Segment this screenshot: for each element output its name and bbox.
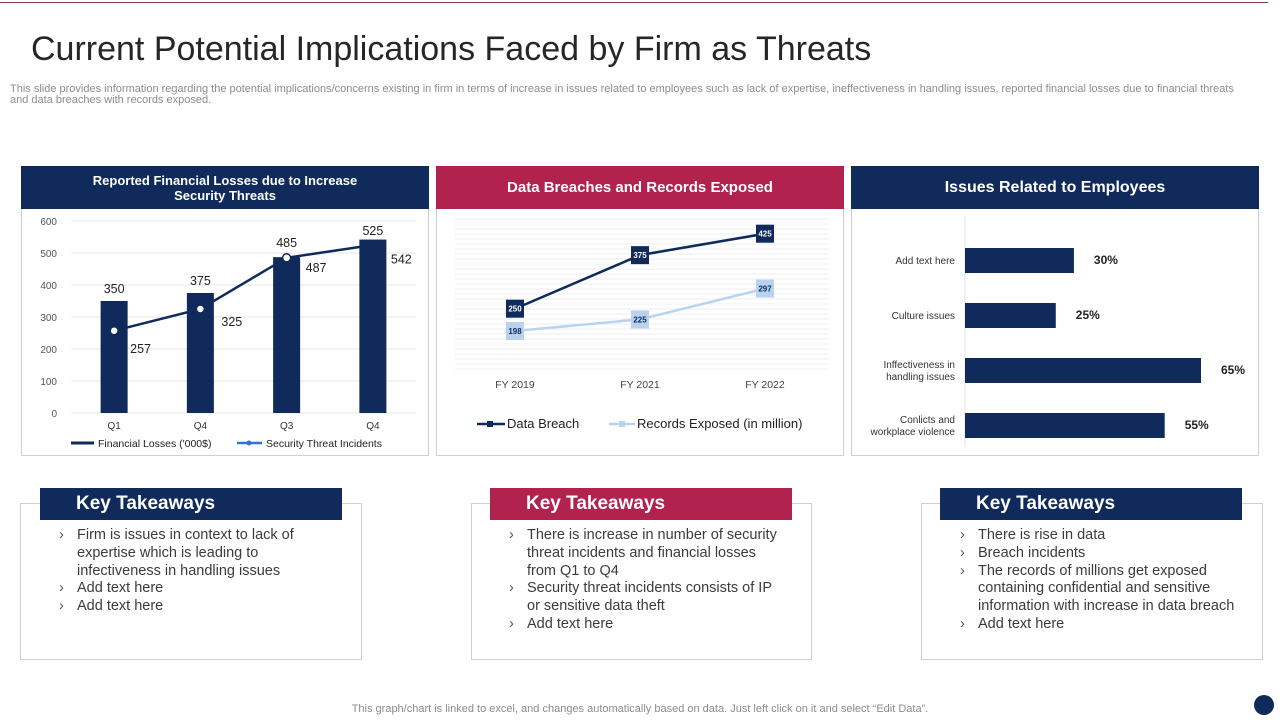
takeaway-heading-2: Key Takeaways [490, 488, 792, 520]
data-label: 425 [758, 230, 772, 239]
line-data-label: 325 [221, 315, 242, 329]
legend-label: Data Breach [507, 416, 579, 431]
category-label: Culture issues [892, 311, 955, 322]
x-tick-label: Q1 [107, 421, 121, 432]
list-item: Firm is issues in context to lack of exp… [59, 527, 319, 580]
list-item: There is increase in number of security … [509, 527, 784, 580]
line-data-label: 485 [276, 236, 297, 250]
page-subtitle: This slide provides information regardin… [10, 83, 1234, 106]
y-tick-label: 0 [51, 409, 57, 420]
data-label: 297 [758, 285, 772, 294]
data-marker [631, 310, 649, 329]
list-item: Add text here [59, 580, 319, 598]
legend-marker [619, 421, 625, 427]
financial-losses-header: Reported Financial Losses due to Increas… [21, 166, 429, 209]
bar [965, 413, 1165, 438]
bar-data-label: 487 [306, 261, 327, 275]
data-label: 375 [633, 251, 647, 260]
list-item: Add text here [509, 616, 784, 634]
data-breaches-title: Data Breaches and Records Exposed [507, 179, 773, 196]
category-label: workplace violence [870, 427, 956, 438]
takeaway-heading-3: Key Takeaways [940, 488, 1242, 520]
corner-dot [1254, 695, 1274, 715]
bar-data-label: 542 [391, 253, 412, 267]
data-breaches-panel: Data Breaches and Records Exposed 250 375… [436, 166, 844, 456]
takeaway-list-2: There is increase in number of security … [509, 527, 784, 634]
line-data-label: 257 [130, 342, 151, 356]
data-label: 198 [508, 327, 522, 336]
legend-marker [487, 421, 493, 427]
y-tick-label: 100 [40, 377, 57, 388]
category-label: Conlicts and [900, 415, 955, 426]
list-item: Security threat incidents consists of IP… [509, 580, 784, 616]
takeaway-list-3: There is rise in data Breach incidents T… [960, 527, 1250, 634]
bar [100, 301, 128, 413]
category-label: Add text here [896, 256, 956, 267]
legend-label: Records Exposed (in million) [637, 416, 802, 431]
list-item: The records of millions get exposed cont… [960, 563, 1250, 616]
line-point [195, 304, 206, 314]
data-marker [506, 299, 524, 318]
legend-label: Financial Losses ('000$) [98, 438, 211, 450]
bar-data-label: 375 [190, 274, 211, 288]
footer-note: This graph/chart is linked to excel, and… [351, 703, 929, 715]
line-point [109, 326, 119, 336]
bar [965, 303, 1056, 328]
line-data-label: 525 [362, 224, 383, 238]
takeaway-list-1: Firm is issues in context to lack of exp… [59, 527, 319, 616]
financial-losses-chart[interactable]: 0 100 200 300 400 500 600 Q1 Q4 Q3 Q4 350 375 487 542 2… [22, 167, 430, 457]
bar [273, 257, 301, 413]
data-marker [756, 224, 774, 243]
x-tick-label: FY 2019 [495, 379, 535, 391]
y-tick-label: 600 [40, 217, 57, 228]
bar [965, 358, 1201, 383]
list-item: Breach incidents [960, 545, 1250, 563]
employee-issues-chart[interactable]: 30% Add text here 25% Culture issues 65% Inff… [852, 167, 1260, 457]
data-marker [506, 322, 524, 340]
page-title: Current Potential Implications Faced by … [31, 30, 872, 68]
data-breaches-chart[interactable]: 250 375 425 198 225 297 FY 2019 FY 2021 FY 2022 D… [437, 167, 845, 457]
legend-marker [246, 440, 252, 446]
list-item: Add text here [59, 598, 319, 616]
financial-losses-panel: Reported Financial Losses due to Increas… [21, 166, 429, 456]
financial-losses-title-line1: Reported Financial Losses due to Increas… [92, 172, 358, 188]
x-tick-label: FY 2021 [620, 379, 660, 391]
y-tick-label: 200 [40, 345, 57, 356]
employee-issues-panel: Issues Related to Employees 30% Add text … [851, 166, 1259, 456]
y-tick-label: 500 [40, 249, 57, 260]
list-item: There is rise in data [960, 527, 1250, 545]
data-label: 225 [633, 315, 647, 324]
category-label: handling issues [886, 372, 955, 383]
series-line [113, 243, 374, 332]
y-tick-label: 300 [40, 313, 57, 324]
data-breaches-header: Data Breaches and Records Exposed [436, 166, 844, 209]
employee-issues-header: Issues Related to Employees [851, 166, 1259, 209]
bar [359, 239, 387, 413]
list-item: Add text here [960, 616, 1250, 634]
bar-data-label: 25% [1076, 308, 1100, 322]
data-marker [756, 279, 774, 298]
category-label: Inffectiveness in [883, 360, 955, 371]
bar-data-label: 350 [104, 282, 125, 296]
takeaway-heading-1: Key Takeaways [40, 488, 342, 520]
x-tick-label: Q3 [280, 421, 294, 432]
line-point [281, 253, 292, 263]
x-tick-label: FY 2022 [745, 379, 785, 391]
employee-issues-title: Issues Related to Employees [944, 178, 1166, 196]
bar [965, 248, 1074, 273]
legend-label: Security Threat Incidents [266, 438, 382, 450]
y-tick-label: 400 [40, 281, 57, 292]
bar-data-label: 65% [1221, 363, 1245, 377]
data-marker [631, 246, 649, 265]
data-label: 250 [508, 305, 522, 314]
financial-losses-title-line2: Security Threats [174, 187, 276, 203]
bar-data-label: 30% [1094, 253, 1118, 267]
bar-data-label: 55% [1185, 418, 1209, 432]
top-accent-line [0, 2, 1268, 3]
line-point [368, 241, 377, 249]
x-tick-label: Q4 [194, 421, 208, 432]
x-tick-label: Q4 [366, 421, 380, 432]
